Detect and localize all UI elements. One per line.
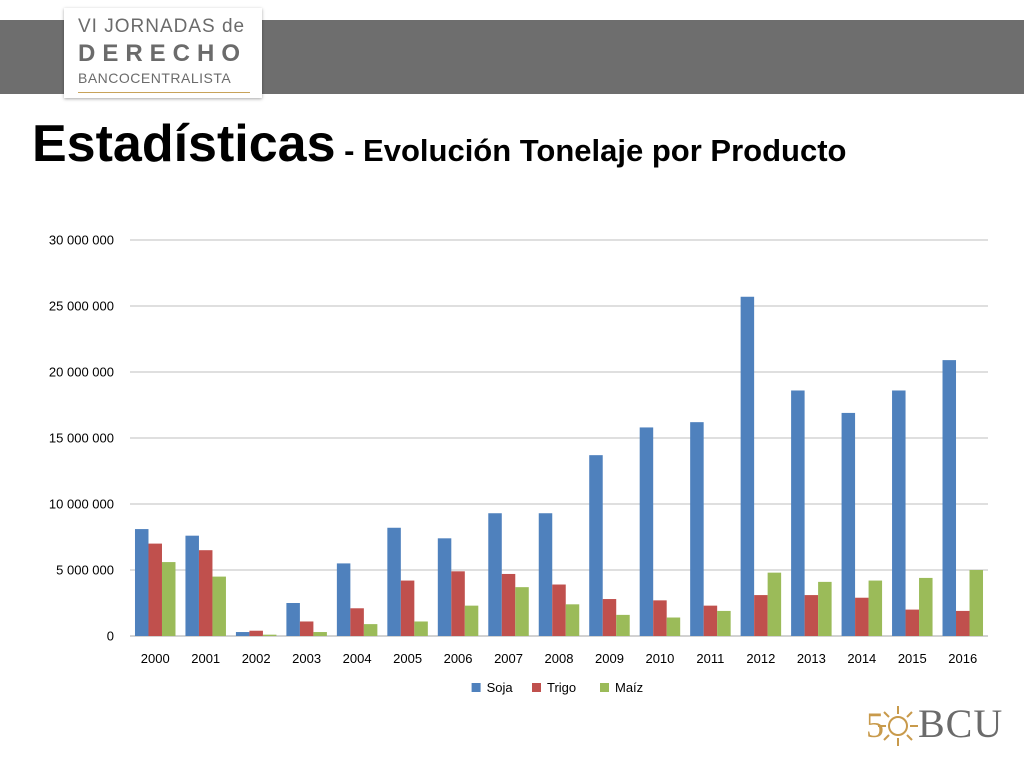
y-tick-label: 10 000 000 xyxy=(49,497,114,512)
x-tick-label: 2012 xyxy=(746,651,775,666)
bar-maz-2010 xyxy=(666,617,681,636)
bar-trigo-2009 xyxy=(602,599,617,636)
bar-trigo-2000 xyxy=(148,543,162,636)
bar-maz-2014 xyxy=(868,580,883,636)
bar-soja-2013 xyxy=(791,390,805,636)
bcu-logo: 5 BCU xyxy=(860,700,1004,756)
bar-trigo-2010 xyxy=(653,600,667,636)
y-tick-label: 20 000 000 xyxy=(49,365,114,380)
logo-line-3: BANCOCENTRALISTA xyxy=(78,70,232,86)
y-tick-label: 30 000 000 xyxy=(49,233,114,248)
bar-maz-2003 xyxy=(313,632,327,636)
x-tick-label: 2013 xyxy=(797,651,826,666)
bar-trigo-2004 xyxy=(350,608,364,636)
legend-label: Soja xyxy=(487,680,514,695)
x-tick-label: 2004 xyxy=(343,651,372,666)
bar-maz-2015 xyxy=(919,577,933,636)
bar-trigo-2001 xyxy=(198,550,213,636)
bar-soja-2001 xyxy=(185,535,199,636)
legend-label: Maíz xyxy=(615,680,643,695)
bar-maz-2001 xyxy=(212,576,226,636)
bar-maz-2007 xyxy=(515,587,529,636)
bar-trigo-2003 xyxy=(299,621,314,636)
bar-soja-2010 xyxy=(639,427,654,636)
logo-line-2: DERECHO xyxy=(78,40,248,67)
bar-trigo-2007 xyxy=(501,573,516,636)
bar-trigo-2006 xyxy=(451,571,465,636)
bar-maz-2016 xyxy=(969,570,984,636)
bar-maz-2013 xyxy=(818,581,832,636)
legend-swatch xyxy=(600,683,609,692)
bar-maz-2002 xyxy=(262,634,277,636)
bar-maz-2005 xyxy=(414,621,428,636)
bar-maz-2008 xyxy=(565,604,580,636)
bar-maz-2009 xyxy=(616,614,630,636)
bar-trigo-2008 xyxy=(552,584,566,636)
slide-title-sub: - Evolución Tonelaje por Producto xyxy=(335,133,847,168)
bar-trigo-2015 xyxy=(905,609,920,636)
bar-soja-2014 xyxy=(841,412,856,636)
sun-emblem-icon xyxy=(878,706,918,746)
bar-soja-2003 xyxy=(286,603,300,636)
x-tick-label: 2010 xyxy=(645,651,674,666)
bar-soja-2011 xyxy=(690,422,704,636)
logo-line-1: VI JORNADAS de xyxy=(78,16,246,37)
bar-soja-2015 xyxy=(892,390,906,636)
bar-soja-2009 xyxy=(589,455,603,636)
bar-soja-2004 xyxy=(336,563,351,636)
slide-title-main: Estadísticas xyxy=(32,115,336,173)
x-tick-label: 2000 xyxy=(141,651,170,666)
x-tick-label: 2014 xyxy=(847,651,876,666)
bar-trigo-2016 xyxy=(956,610,970,636)
bar-trigo-2014 xyxy=(855,597,869,636)
legend-swatch xyxy=(532,683,541,692)
bar-soja-2016 xyxy=(942,360,957,636)
bar-soja-2006 xyxy=(437,538,452,636)
x-tick-label: 2003 xyxy=(292,651,321,666)
bar-soja-2008 xyxy=(538,513,553,636)
x-tick-label: 2011 xyxy=(696,651,724,666)
bcu-anniversary-number: 5 xyxy=(866,705,884,745)
bar-maz-2004 xyxy=(363,624,378,636)
y-tick-label: 5 000 000 xyxy=(56,563,114,578)
legend-swatch xyxy=(471,683,481,692)
legend-label: Trigo xyxy=(547,680,576,695)
x-tick-label: 2016 xyxy=(948,651,977,666)
y-tick-label: 25 000 000 xyxy=(49,299,114,314)
bar-trigo-2005 xyxy=(400,580,415,636)
x-tick-label: 2009 xyxy=(595,651,624,666)
bar-trigo-2011 xyxy=(703,605,718,636)
bar-soja-2002 xyxy=(235,632,250,636)
slide-title: Estadísticas - Evolución Tonelaje por Pr… xyxy=(32,114,846,174)
event-logo: VI JORNADAS de DERECHO BANCOCENTRALISTA xyxy=(64,8,262,98)
bcu-logo-text: BCU xyxy=(918,701,1004,746)
x-tick-label: 2002 xyxy=(242,651,271,666)
bar-maz-2012 xyxy=(767,572,782,636)
x-tick-label: 2007 xyxy=(494,651,523,666)
bar-maz-2011 xyxy=(717,610,731,636)
bar-soja-2007 xyxy=(488,513,502,636)
y-tick-label: 15 000 000 xyxy=(49,431,114,446)
bar-trigo-2002 xyxy=(249,630,263,636)
x-tick-label: 2001 xyxy=(191,651,220,666)
bar-maz-2000 xyxy=(161,562,176,636)
logo-rule xyxy=(78,92,250,93)
x-tick-label: 2008 xyxy=(545,651,574,666)
x-tick-label: 2005 xyxy=(393,651,422,666)
bar-trigo-2013 xyxy=(804,595,819,636)
bar-trigo-2012 xyxy=(754,595,768,636)
bar-soja-2000 xyxy=(134,529,149,636)
x-tick-label: 2015 xyxy=(898,651,927,666)
bar-maz-2006 xyxy=(464,605,479,636)
x-tick-label: 2006 xyxy=(444,651,473,666)
bar-soja-2005 xyxy=(387,527,401,636)
y-tick-label: 0 xyxy=(107,629,114,644)
bar-soja-2012 xyxy=(740,296,755,636)
